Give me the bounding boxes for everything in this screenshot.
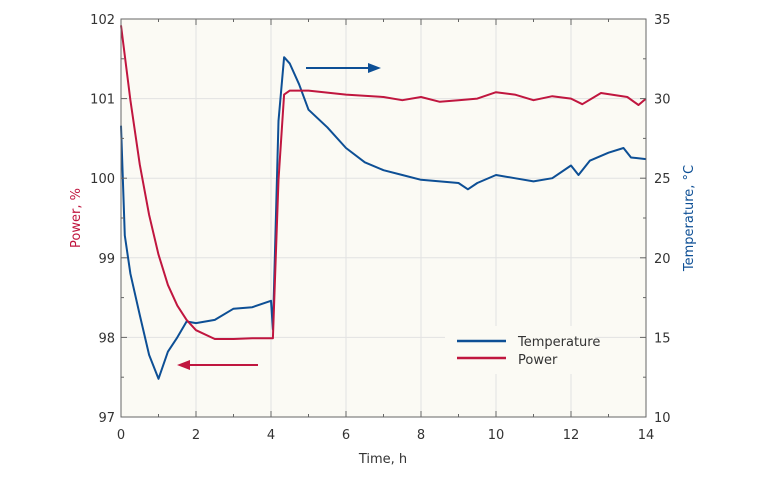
series-line-temperature: [120, 56, 647, 380]
legend-box: [445, 326, 595, 374]
y-left-tick-label: 97: [98, 411, 115, 426]
x-tick-label: 12: [563, 428, 580, 443]
y-left-tick-label: 101: [90, 93, 115, 108]
x-tick-label: 0: [117, 428, 125, 443]
y-left-tick-label: 98: [98, 331, 115, 346]
temperature-arrow-head-icon: [368, 63, 381, 73]
y-right-tick-label: 25: [654, 172, 671, 187]
y-right-tick-label: 15: [654, 331, 671, 346]
series-line-power: [120, 25, 647, 340]
x-tick-label: 2: [192, 428, 200, 443]
power-arrow-head-icon: [177, 360, 190, 370]
y-right-tick-label: 20: [654, 252, 671, 267]
y-axis-right-label: Temperature, °C: [682, 165, 697, 272]
x-tick-label: 8: [417, 428, 425, 443]
y-right-tick-label: 30: [654, 93, 671, 108]
annotation-arrows: [177, 63, 381, 370]
x-tick-label: 14: [638, 428, 655, 443]
y-left-tick-label: 99: [98, 252, 115, 267]
y-axis-left-label: Power, %: [69, 188, 84, 248]
y-right-tick-label: 35: [654, 13, 671, 28]
x-tick-label: 10: [488, 428, 505, 443]
legend-label-power: Power: [518, 353, 558, 368]
series-lines: [120, 25, 647, 380]
legend-label-temperature: Temperature: [517, 335, 600, 350]
axis-ticks: 0 2 4 6 8 10 12 14 97 98 99 100 101 102 10 15 20 25 30 35: [90, 13, 670, 443]
legend: Temperature Power: [445, 326, 600, 374]
y-right-tick-label: 10: [654, 411, 671, 426]
x-tick-label: 4: [267, 428, 275, 443]
x-tick-label: 6: [342, 428, 350, 443]
x-axis-label: Time, h: [358, 452, 407, 467]
y-left-tick-label: 100: [90, 172, 115, 187]
y-left-tick-label: 102: [90, 13, 115, 28]
